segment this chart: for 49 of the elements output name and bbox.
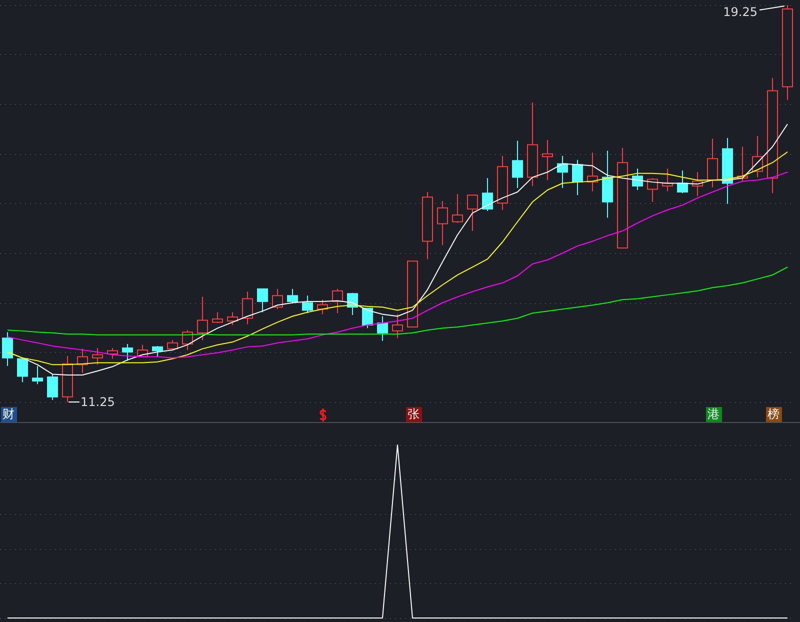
candlestick — [212, 312, 223, 324]
candlestick — [422, 191, 433, 260]
candlestick — [557, 155, 568, 189]
candlestick — [227, 312, 238, 326]
candlestick — [407, 260, 418, 328]
text: 财 — [0, 407, 16, 422]
text: 港 — [706, 407, 722, 422]
candlestick — [617, 147, 628, 248]
candlestick — [152, 346, 163, 358]
text: 榜 — [766, 407, 782, 422]
candlestick — [392, 314, 403, 339]
candlestick — [497, 155, 508, 210]
candlestick — [122, 344, 133, 362]
candlestick — [107, 348, 118, 360]
candlestick — [722, 137, 733, 204]
candlestick — [362, 308, 373, 329]
candlestick — [47, 374, 58, 401]
candlestick — [287, 288, 298, 304]
candlestick — [332, 288, 343, 314]
candlestick — [17, 358, 28, 383]
candlestick — [437, 200, 448, 246]
candlestick — [707, 138, 718, 188]
annotation: 11.25 — [80, 395, 115, 409]
annotation: 19.25 — [723, 5, 758, 19]
candlestick — [197, 296, 208, 341]
candlestick — [257, 288, 268, 313]
candlestick — [512, 140, 523, 189]
candlestick — [647, 178, 658, 202]
candlestick — [272, 288, 283, 310]
candlestick — [167, 340, 178, 352]
candlestick — [452, 193, 463, 224]
candlestick — [92, 348, 103, 366]
candlestick — [32, 365, 43, 385]
candlestick — [467, 194, 478, 232]
candlestick — [242, 291, 253, 325]
candlestick — [677, 170, 688, 194]
candlestick — [632, 168, 643, 190]
candlestick — [377, 316, 388, 342]
candlestick — [2, 332, 13, 366]
candlestick — [302, 295, 313, 314]
text: 张 — [406, 407, 422, 422]
candlestick — [782, 4, 793, 100]
candlestick — [527, 102, 538, 187]
candlestick — [482, 178, 493, 212]
candlestick — [602, 150, 613, 218]
candlestick — [62, 355, 73, 402]
candlestick — [572, 159, 583, 196]
candlestick — [542, 139, 553, 181]
candlestick — [767, 78, 778, 194]
